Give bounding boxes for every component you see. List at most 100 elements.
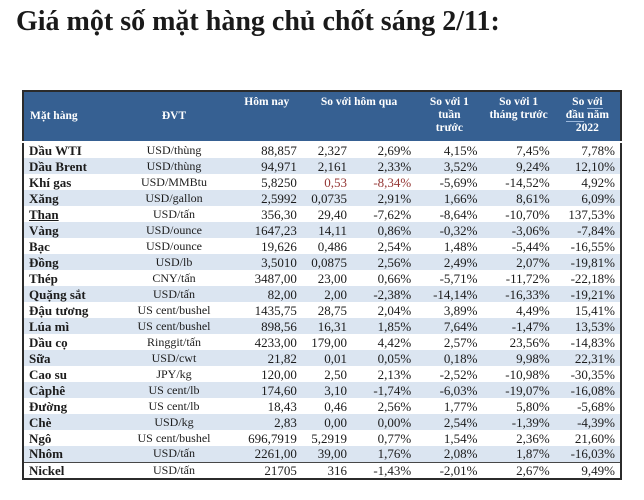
table-header: Mặt hàng ĐVT Hôm nay So với hôm qua So v… bbox=[23, 91, 621, 143]
cell-today: 356,30 bbox=[261, 206, 297, 222]
cell-commodity: Chè bbox=[29, 414, 52, 430]
cell-commodity: Sữa bbox=[29, 350, 51, 366]
table-row: Chè USD/kg 2,83 0,00 0,00% 2,54% -1,39% -4,39% bbox=[23, 414, 621, 430]
cell-vs-start-2022: -16,03% bbox=[570, 446, 615, 462]
cell-change-pct: 2,13% bbox=[377, 366, 412, 382]
cell-vs-week: 4,15% bbox=[443, 143, 478, 158]
cell-commodity: Lúa mì bbox=[29, 318, 70, 334]
cell-change: 23,00 bbox=[317, 270, 348, 286]
cell-change-pct: -2,38% bbox=[373, 286, 412, 302]
column-header-vs-week: So với 1 tuần trước bbox=[416, 91, 483, 143]
table-row: Đường US cent/lb 18,43 0,46 2,56% 1,77% 5,80% -… bbox=[23, 398, 621, 414]
cell-change-pct: 2,33% bbox=[377, 158, 412, 174]
cell-change-pct: 0,86% bbox=[377, 222, 412, 238]
cell-unit: USD/tấn bbox=[152, 206, 195, 221]
cell-vs-month: -14,52% bbox=[505, 174, 550, 190]
cell-today: 3,5010 bbox=[261, 254, 297, 270]
cell-unit: USD/ounce bbox=[145, 222, 202, 237]
cell-vs-start-2022: -22,18% bbox=[570, 270, 615, 286]
cell-today: 120,00 bbox=[261, 366, 297, 382]
cell-today: 1435,75 bbox=[254, 302, 297, 318]
cell-commodity: Than bbox=[29, 206, 59, 222]
cell-change-pct: 4,42% bbox=[377, 334, 412, 350]
cell-vs-week: 7,64% bbox=[443, 318, 478, 334]
cell-vs-week: 2,08% bbox=[443, 446, 478, 462]
cell-vs-month: 8,61% bbox=[516, 190, 550, 206]
cell-change-pct: 0,05% bbox=[377, 350, 412, 366]
cell-change-pct: 2,91% bbox=[377, 190, 412, 206]
cell-commodity: Ngô bbox=[29, 430, 52, 446]
cell-change: 39,00 bbox=[317, 446, 348, 462]
cell-commodity: Dầu Brent bbox=[29, 158, 87, 174]
cell-vs-start-2022: 4,92% bbox=[581, 174, 615, 190]
cell-change-pct: -1,43% bbox=[352, 461, 417, 479]
cell-vs-month: -10,70% bbox=[505, 206, 550, 222]
column-header-vs-yesterday: So với hôm qua bbox=[301, 91, 417, 143]
cell-change-pct: -1,74% bbox=[373, 382, 412, 398]
table-row: Đồng USD/lb 3,5010 0,0875 2,56% 2,49% 2,07% -19… bbox=[23, 254, 621, 270]
cell-vs-week: -5,69% bbox=[439, 174, 478, 190]
commodity-price-table: Mặt hàng ĐVT Hôm nay So với hôm qua So v… bbox=[22, 90, 622, 480]
cell-change: 0,00 bbox=[324, 414, 348, 430]
cell-vs-start-2022: -19,81% bbox=[570, 254, 615, 270]
cell-change: 0,0875 bbox=[311, 254, 348, 270]
cell-today: 174,60 bbox=[261, 382, 297, 398]
cell-change-pct: 2,04% bbox=[377, 302, 412, 318]
table-row: Xăng USD/gallon 2,5992 0,0735 2,91% 1,66% 8,61… bbox=[23, 190, 621, 206]
cell-vs-month: -11,72% bbox=[505, 270, 550, 286]
cell-change: 14,11 bbox=[318, 222, 348, 238]
cell-vs-start-2022: 6,09% bbox=[581, 190, 615, 206]
cell-vs-week: 1,66% bbox=[443, 190, 478, 206]
cell-vs-start-2022: -16,55% bbox=[570, 238, 615, 254]
cell-unit: USD/thùng bbox=[146, 143, 202, 157]
cell-change: 0,0735 bbox=[311, 190, 348, 206]
cell-commodity: Dầu WTI bbox=[29, 143, 82, 158]
cell-vs-week: 1,54% bbox=[443, 430, 478, 446]
cell-vs-week: 1,48% bbox=[443, 238, 478, 254]
cell-change: 2,00 bbox=[324, 286, 348, 302]
column-header-unit: ĐVT bbox=[116, 91, 232, 143]
cell-unit: USD/kg bbox=[154, 414, 194, 429]
cell-vs-week: 2,54% bbox=[443, 414, 478, 430]
cell-today: 21,82 bbox=[267, 350, 297, 366]
header-text-underlined: đầu bbox=[565, 109, 585, 122]
column-header-commodity: Mặt hàng bbox=[23, 91, 117, 143]
table-row: Sữa USD/cwt 21,82 0,01 0,05% 0,18% 9,98% 22,31% bbox=[23, 350, 621, 366]
cell-unit: US cent/bushel bbox=[137, 430, 211, 445]
cell-vs-start-2022: 12,10% bbox=[574, 158, 615, 174]
cell-vs-month: -5,44% bbox=[511, 238, 550, 254]
cell-unit: Ringgit/tấn bbox=[146, 334, 201, 349]
cell-vs-month: 2,36% bbox=[516, 430, 550, 446]
table-row: Lúa mì US cent/bushel 898,56 16,31 1,85% 7,64… bbox=[23, 318, 621, 334]
cell-vs-start-2022: -30,35% bbox=[570, 366, 615, 382]
cell-commodity: Khí gas bbox=[29, 174, 72, 190]
table-row: Thép CNY/tấn 3487,00 23,00 0,66% -5,71% -11,72… bbox=[23, 270, 621, 286]
table-row: Nickel USD/tấn 21705 316 -1,43% -2,01% 2,67% 9,… bbox=[23, 461, 621, 479]
cell-unit: CNY/tấn bbox=[152, 270, 196, 285]
table-row: Bạc USD/ounce 19,626 0,486 2,54% 1,48% -5,44% -… bbox=[23, 238, 621, 254]
cell-vs-start-2022: 15,41% bbox=[574, 302, 615, 318]
cell-today: 82,00 bbox=[267, 286, 297, 302]
cell-change-pct: 1,76% bbox=[377, 446, 412, 462]
cell-vs-week: 2,57% bbox=[443, 334, 478, 350]
cell-vs-start-2022: -7,84% bbox=[577, 222, 615, 238]
cell-today: 21705 bbox=[231, 461, 302, 479]
cell-change: 0,486 bbox=[317, 238, 348, 254]
cell-vs-start-2022: 21,60% bbox=[574, 430, 615, 446]
cell-vs-start-2022: -4,39% bbox=[577, 414, 615, 430]
cell-unit: USD/ounce bbox=[145, 238, 202, 253]
cell-vs-week: -14,14% bbox=[433, 286, 478, 302]
cell-today: 2,83 bbox=[274, 414, 297, 430]
cell-unit: US cent/lb bbox=[148, 398, 200, 413]
cell-vs-week: -5,71% bbox=[439, 270, 478, 286]
cell-vs-month: -16,33% bbox=[505, 286, 550, 302]
cell-today: 4233,00 bbox=[254, 334, 297, 350]
cell-unit: USD/cwt bbox=[151, 350, 197, 365]
cell-change-pct: 2,56% bbox=[377, 254, 412, 270]
table-row: Than USD/tấn 356,30 29,40 -7,62% -8,64% -10,70… bbox=[23, 206, 621, 222]
cell-vs-month: 7,45% bbox=[516, 143, 550, 158]
cell-change: 2,161 bbox=[317, 158, 348, 174]
table-body: Dầu WTI USD/thùng 88,857 2,327 2,69% 4,15% 7,4… bbox=[23, 142, 621, 479]
cell-change-pct: -8,34% bbox=[373, 174, 412, 190]
cell-unit: USD/thùng bbox=[146, 158, 202, 173]
